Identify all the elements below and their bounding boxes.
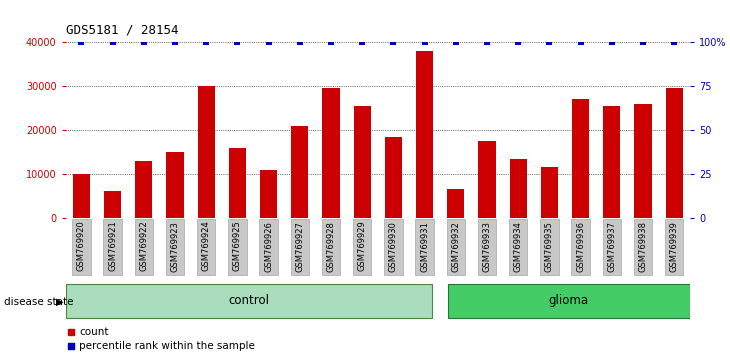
Point (512, 40, 524, 45)
Bar (134, 219, 153, 275)
Bar (66, 284, 432, 319)
Point (231, 40, 243, 45)
Bar (665, 219, 683, 275)
Bar (634, 104, 652, 218)
Point (669, 40, 680, 45)
Bar (416, 51, 433, 218)
Bar (385, 137, 402, 218)
Point (200, 40, 212, 45)
Text: GSM769923: GSM769923 (170, 221, 180, 272)
Text: GSM769930: GSM769930 (389, 221, 398, 272)
Bar (509, 219, 527, 275)
Point (107, 40, 118, 45)
Bar (104, 219, 122, 275)
Text: disease state: disease state (4, 297, 73, 307)
Bar (384, 219, 402, 275)
Bar (478, 219, 496, 275)
Text: GSM769934: GSM769934 (514, 221, 523, 272)
Bar (73, 174, 90, 218)
Text: glioma: glioma (549, 295, 589, 307)
Text: GSM769924: GSM769924 (201, 221, 211, 272)
Text: GSM769937: GSM769937 (607, 221, 616, 272)
Point (575, 40, 586, 45)
Text: GSM769927: GSM769927 (295, 221, 304, 272)
Point (450, 40, 461, 45)
Point (606, 40, 618, 45)
Text: ▶: ▶ (56, 297, 64, 307)
Text: GSM769928: GSM769928 (326, 221, 336, 272)
Text: GSM769939: GSM769939 (669, 221, 679, 272)
Point (294, 40, 306, 45)
Point (138, 40, 150, 45)
Point (169, 40, 181, 45)
Bar (198, 86, 215, 218)
Text: GSM769938: GSM769938 (639, 221, 648, 272)
Bar (228, 219, 247, 275)
Text: count: count (80, 327, 109, 337)
Point (325, 40, 337, 45)
Bar (448, 284, 690, 319)
Bar (634, 219, 652, 275)
Bar (353, 106, 371, 218)
Text: GSM769936: GSM769936 (576, 221, 585, 272)
Bar (603, 219, 621, 275)
Bar (166, 152, 183, 218)
Bar (72, 219, 91, 275)
Text: GSM769922: GSM769922 (139, 221, 148, 272)
Bar (510, 159, 527, 218)
Bar (197, 219, 215, 275)
Point (388, 40, 399, 45)
Bar (353, 219, 372, 275)
Text: control: control (228, 295, 269, 307)
Bar (603, 106, 620, 218)
Bar (291, 126, 308, 218)
Text: GSM769931: GSM769931 (420, 221, 429, 272)
Point (544, 40, 556, 45)
Bar (104, 192, 121, 218)
Text: GSM769933: GSM769933 (483, 221, 491, 272)
Bar (447, 219, 465, 275)
Text: GSM769920: GSM769920 (77, 221, 86, 272)
Bar (291, 219, 309, 275)
Text: GSM769925: GSM769925 (233, 221, 242, 272)
Point (419, 40, 431, 45)
Bar (447, 189, 464, 218)
Text: GSM769935: GSM769935 (545, 221, 554, 272)
Point (356, 40, 368, 45)
Bar (260, 170, 277, 218)
Bar (228, 148, 246, 218)
Bar (478, 141, 496, 218)
Bar (166, 219, 184, 275)
Bar (323, 88, 339, 218)
Bar (540, 219, 558, 275)
Text: GSM769921: GSM769921 (108, 221, 117, 272)
Text: GSM769926: GSM769926 (264, 221, 273, 272)
Point (637, 40, 649, 45)
Text: GDS5181 / 28154: GDS5181 / 28154 (66, 23, 178, 36)
Bar (415, 219, 434, 275)
Bar (572, 99, 589, 218)
Bar (541, 167, 558, 218)
Text: GSM769929: GSM769929 (358, 221, 366, 272)
Point (481, 40, 493, 45)
Text: percentile rank within the sample: percentile rank within the sample (80, 342, 256, 352)
Bar (135, 161, 153, 218)
Point (75, 40, 87, 45)
Text: GSM769932: GSM769932 (451, 221, 461, 272)
Bar (666, 88, 683, 218)
Bar (259, 219, 277, 275)
Point (263, 40, 274, 45)
Bar (572, 219, 590, 275)
Bar (322, 219, 340, 275)
